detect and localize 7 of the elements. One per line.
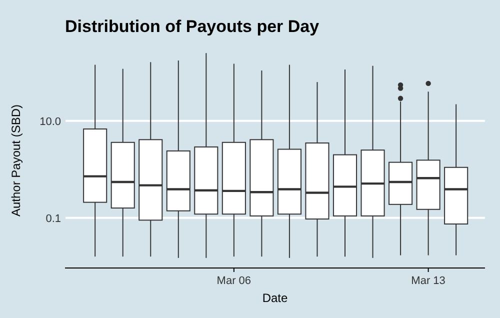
x-axis-title: Date [262,291,288,305]
x-tick-label: Mar 06 [216,275,252,287]
chart-title: Distribution of Payouts per Day [65,17,320,36]
y-tick-label: 0.1 [46,212,61,225]
x-tick-label: Mar 13 [411,275,446,287]
y-tick-label: 10.0 [40,116,61,128]
y-axis-title: Author Payout (SBD) [9,104,23,217]
